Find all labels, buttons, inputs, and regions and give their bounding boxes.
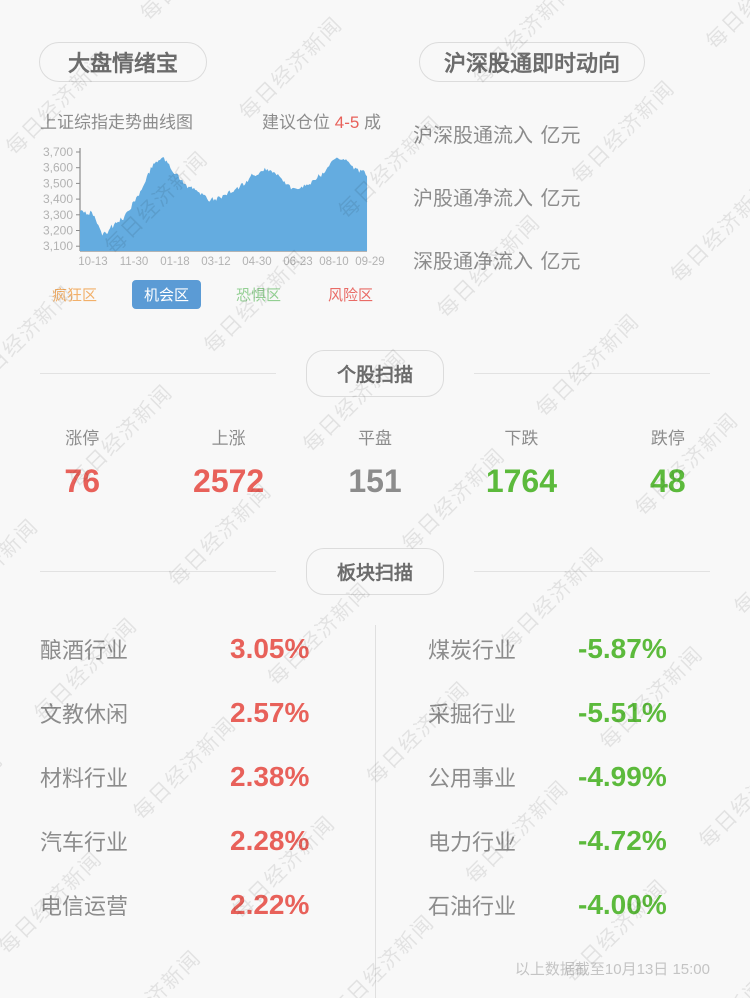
svg-text:03-12: 03-12 — [201, 256, 230, 268]
svg-text:3,300: 3,300 — [43, 208, 73, 222]
svg-text:3,500: 3,500 — [43, 176, 73, 190]
svg-text:3,200: 3,200 — [43, 224, 73, 238]
svg-text:3,600: 3,600 — [43, 161, 73, 175]
svg-text:04-30: 04-30 — [242, 256, 271, 268]
svg-text:10-13: 10-13 — [78, 256, 107, 268]
svg-text:08-10: 08-10 — [319, 256, 348, 268]
svg-text:06-23: 06-23 — [283, 256, 312, 268]
svg-text:01-18: 01-18 — [160, 256, 189, 268]
svg-text:3,400: 3,400 — [43, 192, 73, 206]
svg-text:11-30: 11-30 — [120, 256, 149, 268]
svg-text:3,700: 3,700 — [43, 145, 73, 159]
svg-text:3,100: 3,100 — [43, 239, 73, 253]
svg-text:09-29: 09-29 — [355, 256, 384, 268]
